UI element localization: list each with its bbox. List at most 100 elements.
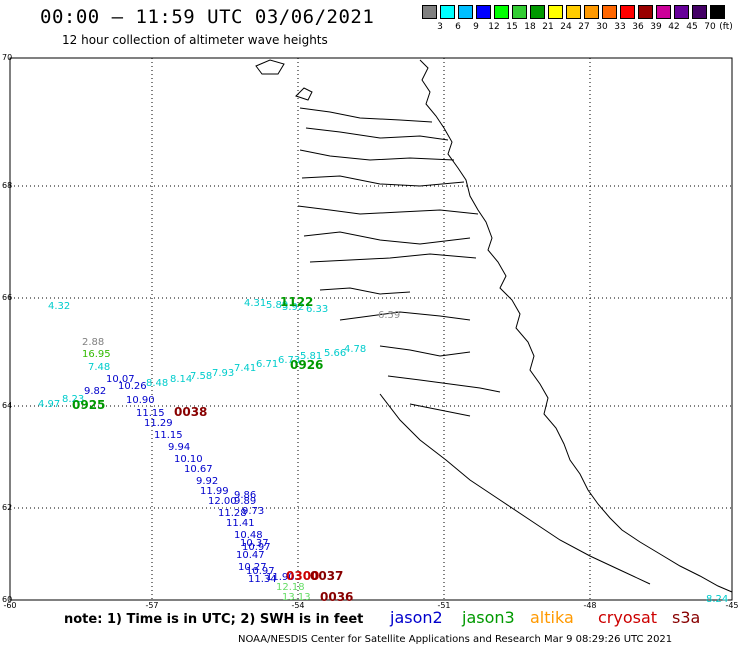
wave-height-value: 7.58: [190, 371, 212, 382]
fjord-line: [309, 253, 477, 263]
wave-height-value: 8.24: [706, 594, 728, 605]
fjord-line: [299, 149, 455, 161]
wave-height-value: 8.23: [62, 394, 84, 405]
wave-height-value: 10.97: [246, 566, 275, 577]
wave-height-value: 7.93: [212, 368, 234, 379]
fjord-line: [305, 127, 449, 141]
scale-label: 36: [632, 22, 644, 32]
fjord-line: [387, 375, 501, 393]
fjord-line: [379, 393, 651, 585]
wave-height-value: 4.78: [344, 344, 366, 355]
scale-label: 39: [650, 22, 662, 32]
wave-height-value: 5.89: [266, 300, 288, 311]
scale-label: 18: [524, 22, 536, 32]
legend-item-jason2: jason2: [390, 608, 443, 627]
pass-time-label: 0038: [174, 405, 207, 419]
wave-height-value: 11.90: [266, 572, 295, 583]
map-title: 00:00 – 11:59 UTC 03/06/2021: [40, 6, 375, 28]
latitude-label: 66: [2, 293, 13, 302]
fjord-line: [319, 287, 411, 295]
wave-height-value: 10.90: [126, 395, 155, 406]
legend-item-s3a: s3a: [672, 608, 701, 627]
legend-item-jason3: jason3: [462, 608, 515, 627]
fjord-line: [379, 345, 471, 357]
color-swatch: [566, 5, 581, 19]
color-swatch: [584, 5, 599, 19]
wave-height-value: 13.13: [282, 592, 311, 603]
wave-height-value: 10.26: [118, 381, 147, 392]
wave-height-value: 8.48: [146, 378, 168, 389]
wave-height-value: 4.31: [244, 298, 266, 309]
color-swatch: [494, 5, 509, 19]
wave-height-value: 11.41: [226, 518, 255, 529]
legend-item-altika: altika: [530, 608, 574, 627]
footer-credit: NOAA/NESDIS Center for Satellite Applica…: [238, 634, 673, 645]
color-swatch: [440, 5, 455, 19]
latitude-label: 64: [2, 401, 13, 410]
wave-height-value: 10.48: [234, 530, 263, 541]
scale-label: 30: [596, 22, 608, 32]
color-swatch: [422, 5, 437, 19]
scale-label: 70: [704, 22, 716, 32]
color-swatch: [638, 5, 653, 19]
note-text: note: 1) Time is in UTC; 2) SWH is in fe…: [64, 612, 364, 627]
wave-height-value: 10.67: [184, 464, 213, 475]
color-swatch: [602, 5, 617, 19]
wave-height-value: 9.73: [242, 506, 264, 517]
wave-height-value: 9.82: [84, 386, 106, 397]
fjord-line: [339, 311, 471, 321]
color-swatch: [710, 5, 725, 19]
wave-height-value: 10.47: [236, 550, 265, 561]
color-swatch: [548, 5, 563, 19]
coastal-island: [255, 59, 285, 75]
wave-height-value: 2.88: [82, 337, 104, 348]
longitude-label: -51: [437, 601, 451, 610]
latitude-label: 62: [2, 503, 13, 512]
color-swatch: [476, 5, 491, 19]
scale-label: 9: [473, 22, 479, 32]
wave-height-value: 8.14: [170, 374, 192, 385]
scale-label: 3: [437, 22, 443, 32]
scale-unit: (ft): [719, 22, 733, 32]
scale-label: 24: [560, 22, 572, 32]
wave-height-value: 6.73: [278, 355, 300, 366]
wave-height-value: 6.33: [306, 304, 328, 315]
wave-height-value: 9.86: [234, 490, 256, 501]
wave-height-value: 11.15: [154, 430, 183, 441]
wave-height-value: 11.29: [144, 418, 173, 429]
map-frame: [9, 57, 733, 601]
latitude-label: 70: [2, 53, 13, 62]
coastline: [255, 59, 733, 593]
scale-label: 27: [578, 22, 590, 32]
color-swatch: [692, 5, 707, 19]
color-swatch: [458, 5, 473, 19]
wave-height-value: 10.37: [240, 538, 269, 549]
wave-height-value: 5.81: [300, 351, 322, 362]
color-swatch: [656, 5, 671, 19]
longitude-label: -60: [3, 601, 17, 610]
wave-height-value: 7.41: [234, 363, 256, 374]
pass-time-label: 0926: [290, 358, 323, 372]
scale-label: 21: [542, 22, 554, 32]
pass-time-label: 0300: [286, 569, 319, 583]
scale-label: 15: [506, 22, 518, 32]
wave-height-value: 11.28: [218, 508, 247, 519]
pass-time-label: 0925: [72, 398, 105, 412]
color-swatch: [512, 5, 527, 19]
longitude-label: -45: [725, 601, 739, 610]
coastal-island: [295, 87, 313, 101]
wave-height-value: 6.71: [256, 359, 278, 370]
wave-height-value: 5.66: [324, 348, 346, 359]
fjord-line: [303, 231, 471, 245]
wave-height-value: 9.89: [234, 496, 256, 507]
wave-height-value: 11.99: [200, 486, 229, 497]
fjord-line: [301, 175, 465, 187]
wave-height-value: 10.97: [242, 542, 271, 553]
longitude-label: -48: [583, 601, 597, 610]
latitude-label: 68: [2, 181, 13, 190]
wave-height-value: 12.18: [276, 582, 305, 593]
pass-time-label: 0036: [320, 590, 353, 604]
color-swatch: [620, 5, 635, 19]
scale-label: 33: [614, 22, 626, 32]
